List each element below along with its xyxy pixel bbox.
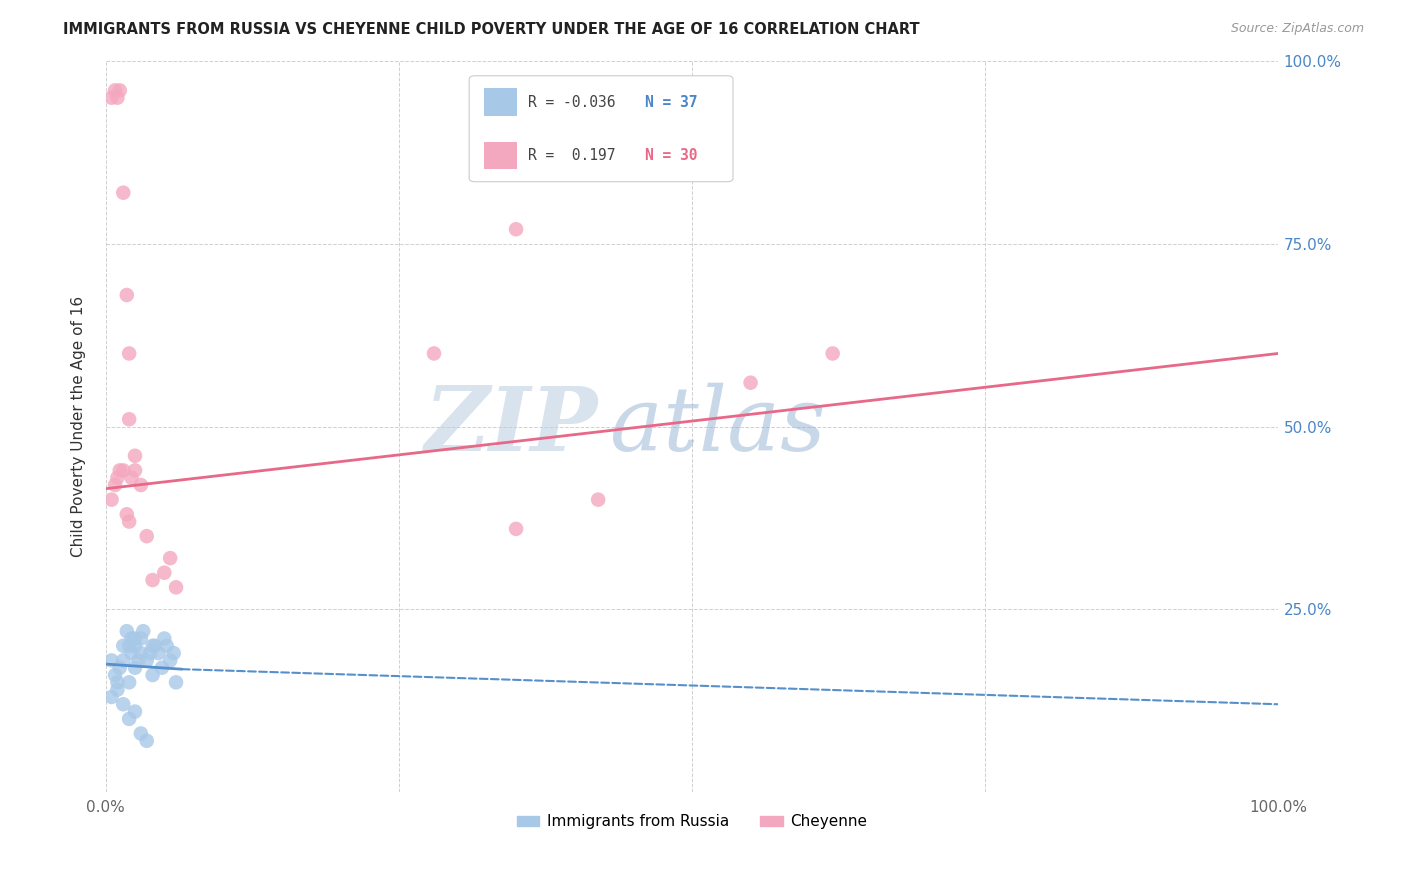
- Bar: [485, 142, 517, 169]
- Point: [115, 508, 138, 522]
- Point: [129, 726, 152, 740]
- Point: [112, 639, 135, 653]
- Point: [112, 463, 135, 477]
- Text: Source: ZipAtlas.com: Source: ZipAtlas.com: [1230, 22, 1364, 36]
- Text: atlas: atlas: [610, 384, 825, 470]
- Point: [121, 471, 143, 485]
- Point: [104, 668, 127, 682]
- Point: [132, 624, 155, 639]
- Legend: Immigrants from Russia, Cheyenne: Immigrants from Russia, Cheyenne: [510, 808, 873, 836]
- Point: [129, 646, 152, 660]
- Point: [156, 639, 179, 653]
- Point: [118, 412, 141, 426]
- Text: N = 30: N = 30: [645, 148, 697, 163]
- Point: [124, 705, 146, 719]
- Point: [505, 222, 527, 236]
- Y-axis label: Child Poverty Under the Age of 16: Child Poverty Under the Age of 16: [72, 296, 86, 558]
- Point: [112, 186, 135, 200]
- Point: [118, 346, 141, 360]
- Point: [153, 566, 176, 580]
- Point: [112, 698, 135, 712]
- Point: [124, 661, 146, 675]
- Point: [108, 463, 131, 477]
- Point: [740, 376, 762, 390]
- Point: [108, 661, 131, 675]
- Point: [104, 478, 127, 492]
- Text: IMMIGRANTS FROM RUSSIA VS CHEYENNE CHILD POVERTY UNDER THE AGE OF 16 CORRELATION: IMMIGRANTS FROM RUSSIA VS CHEYENNE CHILD…: [63, 22, 920, 37]
- Point: [124, 639, 146, 653]
- Text: R = -0.036: R = -0.036: [527, 95, 616, 110]
- Point: [124, 632, 146, 646]
- Point: [165, 580, 187, 594]
- Point: [107, 91, 129, 105]
- Point: [165, 675, 187, 690]
- Point: [118, 675, 141, 690]
- Point: [118, 712, 141, 726]
- Point: [135, 733, 157, 747]
- Point: [142, 639, 165, 653]
- FancyBboxPatch shape: [470, 76, 733, 182]
- Point: [100, 492, 122, 507]
- Bar: [485, 88, 517, 116]
- Point: [142, 668, 165, 682]
- Point: [112, 653, 135, 667]
- Point: [121, 632, 143, 646]
- Point: [142, 573, 165, 587]
- Point: [128, 653, 150, 667]
- Point: [163, 646, 186, 660]
- Point: [135, 529, 157, 543]
- Point: [821, 346, 844, 360]
- Point: [115, 288, 138, 302]
- Point: [586, 492, 609, 507]
- Point: [129, 632, 152, 646]
- Text: R =  0.197: R = 0.197: [527, 148, 616, 163]
- Point: [129, 478, 152, 492]
- Point: [124, 463, 146, 477]
- Text: N = 37: N = 37: [645, 95, 697, 110]
- Point: [143, 639, 166, 653]
- Point: [505, 522, 527, 536]
- Point: [124, 449, 146, 463]
- Point: [104, 83, 127, 97]
- Point: [153, 632, 176, 646]
- Point: [150, 661, 173, 675]
- Point: [423, 346, 446, 360]
- Point: [107, 471, 129, 485]
- Point: [100, 653, 122, 667]
- Point: [148, 646, 170, 660]
- Point: [108, 83, 131, 97]
- Point: [107, 682, 129, 697]
- Point: [100, 91, 122, 105]
- Text: ZIP: ZIP: [425, 384, 598, 470]
- Point: [107, 675, 129, 690]
- Point: [118, 515, 141, 529]
- Point: [139, 646, 162, 660]
- Point: [118, 639, 141, 653]
- Point: [100, 690, 122, 704]
- Point: [159, 551, 181, 566]
- Point: [121, 646, 143, 660]
- Point: [159, 653, 181, 667]
- Point: [135, 653, 157, 667]
- Point: [115, 624, 138, 639]
